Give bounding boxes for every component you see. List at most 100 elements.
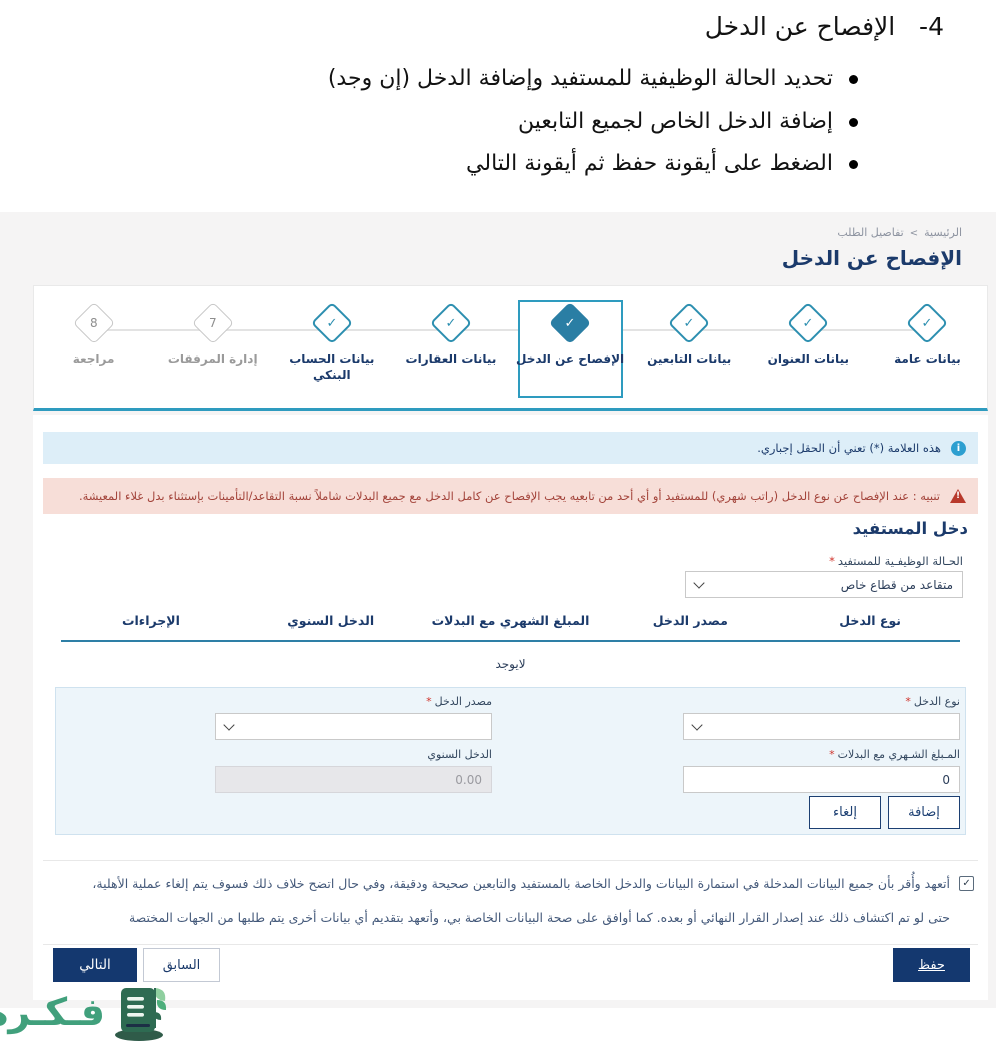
agreement-text: أتعهد وأُقر بأن جميع البيانات المدخلة في… bbox=[92, 876, 950, 925]
fikra-logo-text: فـكـرة bbox=[0, 990, 106, 1034]
fikra-watermark: فـكـرة bbox=[0, 982, 175, 1042]
divider bbox=[43, 944, 978, 945]
stepper-step-review[interactable]: 8 مراجعة bbox=[34, 286, 153, 408]
required-asterisk: * bbox=[905, 695, 911, 708]
step-number: 8 bbox=[89, 316, 98, 331]
stepper-step-bank-account-data[interactable]: ✓ بيانات الحساب البنكي bbox=[272, 286, 391, 408]
col-monthly-amount: المبلغ الشهري مع البدلات bbox=[431, 613, 590, 628]
stepper-connector-line bbox=[94, 329, 927, 331]
breadcrumb: الرئيسية < تفاصيل الطلب bbox=[837, 226, 962, 239]
application-page: الرئيسية < تفاصيل الطلب الإفصاح عن الدخل ✓… bbox=[0, 212, 996, 1008]
add-button[interactable]: إضافة bbox=[888, 796, 960, 829]
wizard-stepper: ✓ بيانات عامة ✓ بيانات العنوان ✓ بيانات … bbox=[33, 285, 988, 411]
income-table-header: نوع الدخل مصدر الدخل المبلغ الشهري مع ال… bbox=[61, 613, 960, 642]
income-type-field: نوع الدخل* bbox=[683, 695, 960, 740]
income-source-label: مصدر الدخل* bbox=[426, 695, 492, 708]
bullet-icon bbox=[849, 117, 858, 127]
instruction-item: تحديد الحالة الوظيفية للمستفيد وإضافة ال… bbox=[0, 65, 858, 93]
section-title-beneficiary-income: دخل المستفيد bbox=[852, 519, 968, 538]
step-diamond: ✓ bbox=[787, 301, 830, 345]
agreement-row: ✓ أتعهد وأُقر بأن جميع البيانات المدخلة … bbox=[73, 867, 974, 935]
instructions-heading: 4- الإفصاح عن الدخل bbox=[704, 12, 944, 41]
check-icon: ✓ bbox=[921, 315, 933, 331]
check-icon: ✓ bbox=[326, 315, 338, 331]
step-label: الإفصاح عن الدخل bbox=[515, 352, 625, 366]
instructions-list: تحديد الحالة الوظيفية للمستفيد وإضافة ال… bbox=[0, 65, 858, 178]
step-diamond: 8 bbox=[72, 301, 115, 345]
step-number: 7 bbox=[208, 316, 217, 331]
info-icon: i bbox=[951, 440, 966, 456]
fikra-book-icon bbox=[115, 988, 167, 1041]
save-button[interactable]: حفظ bbox=[893, 948, 970, 982]
check-icon: ✓ bbox=[802, 315, 814, 331]
required-asterisk: * bbox=[829, 748, 835, 761]
warning-banner: تنبيه : عند الإفصاح عن نوع الدخل (راتب ش… bbox=[43, 478, 978, 514]
stepper-step-income-disclosure[interactable]: ✓ الإفصاح عن الدخل bbox=[511, 286, 630, 408]
agreement-checkbox[interactable]: ✓ bbox=[959, 876, 974, 891]
stepper-step-address-data[interactable]: ✓ بيانات العنوان bbox=[749, 286, 868, 408]
info-text: هذه العلامة (*) تعني أن الحقل إجباري. bbox=[757, 441, 941, 455]
instructions-block: 4- الإفصاح عن الدخل تحديد الحالة الوظيفي… bbox=[0, 12, 996, 193]
step-label: بيانات عامة bbox=[894, 352, 961, 366]
col-income-source: مصدر الدخل bbox=[652, 613, 728, 628]
step-diamond: ✓ bbox=[429, 301, 473, 345]
annual-income-input bbox=[215, 766, 492, 793]
step-label: مراجعة bbox=[72, 352, 115, 366]
instruction-text: الضغط على أيقونة حفظ ثم أيقونة التالي bbox=[466, 151, 833, 176]
warning-icon bbox=[950, 489, 966, 503]
breadcrumb-current: تفاصيل الطلب bbox=[837, 226, 904, 239]
instruction-text: تحديد الحالة الوظيفية للمستفيد وإضافة ال… bbox=[327, 66, 833, 91]
annual-income-label: الدخل السنوي bbox=[427, 748, 492, 761]
monthly-amount-input[interactable] bbox=[683, 766, 960, 793]
step-diamond: 7 bbox=[191, 301, 234, 345]
info-banner: i هذه العلامة (*) تعني أن الحقل إجباري. bbox=[43, 432, 978, 464]
income-source-select[interactable] bbox=[215, 713, 492, 740]
step-label: بيانات العقارات bbox=[405, 352, 497, 366]
stepper-step-dependents-data[interactable]: ✓ بيانات التابعين bbox=[630, 286, 749, 408]
monthly-amount-field: المـبلغ الشـهري مع البدلات* bbox=[683, 748, 960, 793]
instruction-text: إضافة الدخل الخاص لجميع التابعين bbox=[518, 108, 833, 134]
panel-buttons: إضافة إلغاء bbox=[809, 796, 960, 829]
employment-status-select[interactable]: متقاعد من قطاع خاص bbox=[685, 571, 963, 598]
check-icon: ✓ bbox=[683, 315, 695, 331]
step-label: بيانات العنوان bbox=[767, 352, 849, 366]
check-icon: ✓ bbox=[445, 315, 457, 331]
instruction-item: الضغط على أيقونة حفظ ثم أيقونة التالي bbox=[0, 150, 858, 178]
bullet-icon bbox=[849, 75, 858, 84]
income-type-label: نوع الدخل* bbox=[905, 695, 960, 708]
breadcrumb-home-link[interactable]: الرئيسية bbox=[924, 226, 962, 239]
step-label: إدارة المرفقات bbox=[167, 352, 258, 366]
step-diamond: ✓ bbox=[310, 301, 354, 345]
cancel-button[interactable]: إلغاء bbox=[809, 796, 881, 829]
stepper-step-general-data[interactable]: ✓ بيانات عامة bbox=[868, 286, 987, 408]
employment-status-value: متقاعد من قطاع خاص bbox=[840, 577, 953, 592]
income-disclosure-card: i هذه العلامة (*) تعني أن الحقل إجباري. … bbox=[33, 415, 988, 1000]
step-diamond: ✓ bbox=[548, 301, 592, 345]
income-source-field: مصدر الدخل* bbox=[215, 695, 492, 740]
page-title: الإفصاح عن الدخل bbox=[781, 246, 962, 270]
check-icon: ✓ bbox=[564, 315, 576, 331]
col-annual-income: الدخل السنوي bbox=[287, 613, 375, 628]
stepper-step-real-estate-data[interactable]: ✓ بيانات العقارات bbox=[391, 286, 510, 408]
col-actions: الإجراءات bbox=[121, 613, 180, 628]
breadcrumb-separator-icon: < bbox=[909, 228, 919, 239]
monthly-amount-label: المـبلغ الشـهري مع البدلات* bbox=[829, 748, 960, 761]
step-diamond: ✓ bbox=[906, 301, 949, 345]
col-income-type: نوع الدخل bbox=[839, 613, 901, 628]
instruction-item: إضافة الدخل الخاص لجميع التابعين bbox=[0, 108, 858, 136]
add-income-panel: نوع الدخل* مصدر الدخل* المـبلغ الشـهري م… bbox=[55, 687, 966, 835]
required-asterisk: * bbox=[426, 695, 432, 708]
chevron-down-icon bbox=[691, 719, 703, 731]
table-empty-state: لايوجد bbox=[495, 657, 526, 671]
previous-button[interactable]: السابق bbox=[143, 948, 220, 982]
annual-income-field: الدخل السنوي bbox=[215, 748, 492, 793]
employment-status-label: الحـالة الوظيفـية للمستفيد* bbox=[829, 554, 963, 568]
stepper-step-attachments[interactable]: 7 إدارة المرفقات bbox=[153, 286, 272, 408]
chevron-down-icon bbox=[223, 719, 235, 731]
warning-text: تنبيه : عند الإفصاح عن نوع الدخل (راتب ش… bbox=[78, 489, 940, 503]
step-diamond: ✓ bbox=[667, 301, 711, 345]
divider bbox=[43, 860, 978, 861]
income-type-select[interactable] bbox=[683, 713, 960, 740]
next-button[interactable]: التالي bbox=[53, 948, 137, 982]
required-asterisk: * bbox=[829, 554, 835, 568]
